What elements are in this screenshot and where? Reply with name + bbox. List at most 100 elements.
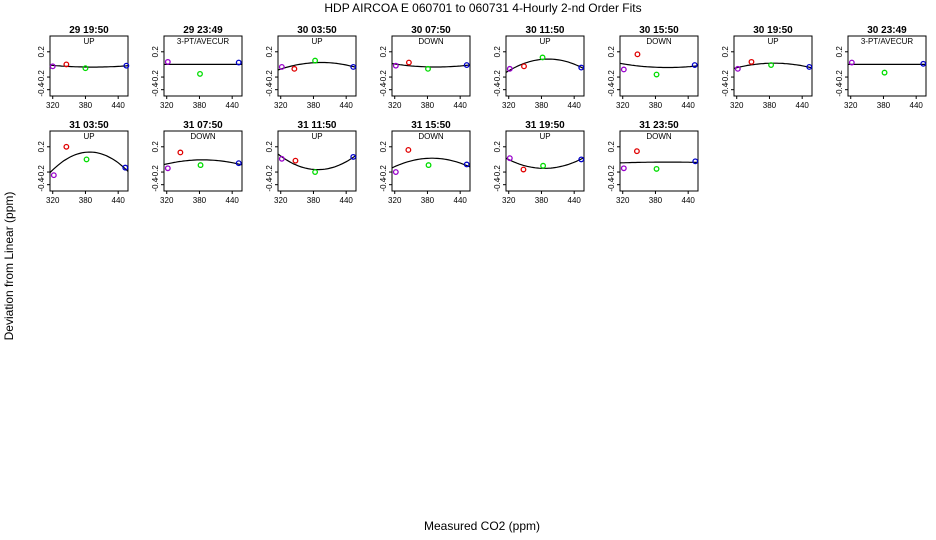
x-tick-label: 440 <box>796 101 810 110</box>
data-point <box>425 162 432 169</box>
x-tick-label: 440 <box>454 196 468 205</box>
data-point <box>278 63 285 70</box>
data-point <box>312 57 319 64</box>
fit-curve <box>49 64 129 68</box>
y-tick-label: 0.2 <box>721 46 730 58</box>
x-tick-label: 320 <box>46 196 60 205</box>
x-tick-label: 320 <box>160 101 174 110</box>
data-point <box>506 65 513 72</box>
plot-frame <box>391 130 471 192</box>
panel-subtitle: DOWN <box>190 132 216 141</box>
data-point <box>520 166 527 173</box>
panel-subtitle: UP <box>311 132 322 141</box>
data-point <box>620 165 627 172</box>
y-tick-label: -0.2 <box>265 70 274 84</box>
plot-panel: 30 23:493-PT/AVECUR -0.4-0.2 0.2 320 380 440 <box>835 25 927 110</box>
data-point <box>633 148 640 155</box>
fit-curve <box>505 58 585 73</box>
data-point <box>521 63 527 70</box>
x-tick-label: 440 <box>340 101 354 110</box>
data-point <box>620 66 627 73</box>
x-tick-label: 320 <box>274 196 288 205</box>
y-tick-label: -0.4 <box>37 177 46 191</box>
x-tick-label: 440 <box>454 101 468 110</box>
y-tick-label: -0.4 <box>151 177 160 191</box>
y-tick-label: -0.2 <box>607 70 616 84</box>
data-point <box>691 62 698 69</box>
fit-curve <box>505 157 585 169</box>
data-point <box>578 64 585 71</box>
plot-frame <box>847 35 927 97</box>
data-point <box>63 61 70 68</box>
data-point <box>405 146 412 153</box>
y-tick-label: -0.4 <box>835 82 844 96</box>
y-tick-label: -0.4 <box>607 177 616 191</box>
panel-subtitle: DOWN <box>646 132 672 141</box>
panel-title: 31 11:50 <box>298 120 337 131</box>
data-point <box>50 172 57 179</box>
data-point <box>806 63 813 70</box>
y-tick-label: -0.2 <box>607 165 616 179</box>
fit-curve <box>619 161 698 164</box>
plot-frame <box>505 130 585 192</box>
x-tick-label: 440 <box>568 101 582 110</box>
panel-title: 31 03:50 <box>69 120 109 131</box>
data-point <box>49 63 56 70</box>
panel-title: 30 07:50 <box>411 25 451 36</box>
y-tick-label: -0.4 <box>151 82 160 96</box>
data-point <box>848 59 855 66</box>
y-tick-label: -0.4 <box>379 82 388 96</box>
fit-curve <box>277 61 357 71</box>
y-tick-label: -0.2 <box>265 165 274 179</box>
y-tick-label: 0.2 <box>265 46 274 58</box>
data-point <box>653 165 660 172</box>
data-point <box>164 165 171 172</box>
y-tick-label: 0.2 <box>379 46 388 58</box>
panel-title: 31 23:50 <box>639 120 679 131</box>
data-point <box>425 65 431 72</box>
fit-curve <box>619 62 699 69</box>
x-tick-label: 380 <box>421 101 435 110</box>
x-tick-label: 380 <box>421 196 435 205</box>
y-tick-label: -0.2 <box>493 70 502 84</box>
panel-subtitle: UP <box>539 132 550 141</box>
data-point <box>83 156 90 163</box>
data-point <box>122 164 129 171</box>
data-point <box>278 155 285 162</box>
x-tick-label: 320 <box>388 196 402 205</box>
x-tick-label: 380 <box>193 101 207 110</box>
panel-title: 30 23:49 <box>867 25 907 36</box>
y-tick-label: 0.2 <box>265 141 274 153</box>
data-point <box>768 62 775 69</box>
x-tick-label: 440 <box>226 196 240 205</box>
panel-subtitle: DOWN <box>418 132 444 141</box>
plot-frame <box>277 130 357 192</box>
x-tick-label: 320 <box>46 101 60 110</box>
data-point <box>392 169 399 176</box>
data-point <box>634 51 641 58</box>
panel-subtitle: UP <box>539 37 550 46</box>
data-point <box>164 58 171 65</box>
data-point <box>920 60 927 67</box>
data-point <box>734 65 741 72</box>
figure-title: HDP AIRCOA E 060701 to 060731 4-Hourly 2… <box>324 1 641 15</box>
x-tick-label: 380 <box>877 101 891 110</box>
panel-title: 30 11:50 <box>526 25 565 36</box>
panel-title: 30 03:50 <box>297 25 337 36</box>
x-tick-label: 440 <box>682 101 696 110</box>
data-point <box>82 65 89 72</box>
panel-subtitle: UP <box>311 37 322 46</box>
y-tick-label: -0.2 <box>379 165 388 179</box>
x-tick-label: 320 <box>502 196 516 205</box>
data-point <box>748 58 755 65</box>
data-point <box>463 161 470 168</box>
x-tick-label: 440 <box>682 196 696 205</box>
panel-title: 29 19:50 <box>69 25 109 36</box>
